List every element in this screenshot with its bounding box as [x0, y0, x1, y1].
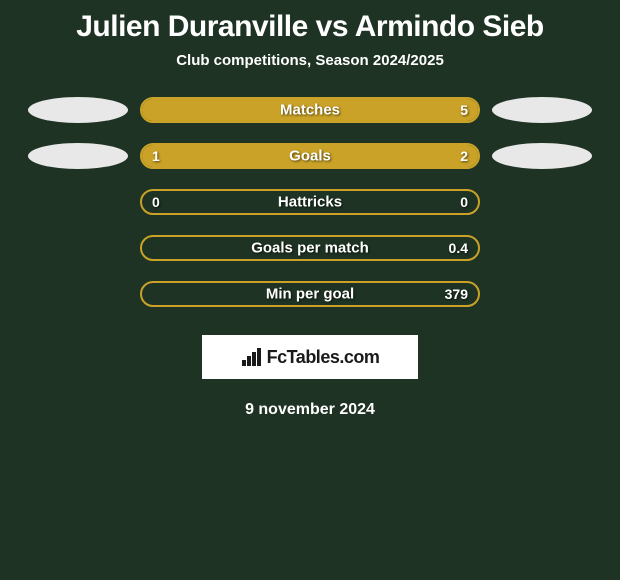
stat-label: Goals [142, 148, 478, 165]
stat-value-right: 5 [460, 102, 468, 118]
stat-bar: Min per goal379 [140, 281, 480, 307]
comparison-rows: Matches5 1Goals2 0Hattricks0 Goals per matc… [0, 97, 620, 307]
right-player-ellipse [492, 97, 592, 123]
logo-box: FcTables.com [202, 335, 418, 379]
stat-label: Min per goal [142, 286, 478, 303]
logo-text: FcTables.com [267, 347, 380, 368]
stat-value-right: 379 [445, 286, 468, 302]
stat-bar: Matches5 [140, 97, 480, 123]
page-title: Julien Duranville vs Armindo Sieb [0, 0, 620, 52]
comparison-row: Goals per match0.4 [10, 235, 610, 261]
stat-value-right: 0.4 [449, 240, 468, 256]
stat-bar: 0Hattricks0 [140, 189, 480, 215]
page-subtitle: Club competitions, Season 2024/2025 [0, 52, 620, 97]
stat-value-right: 0 [460, 194, 468, 210]
comparison-row: Min per goal379 [10, 281, 610, 307]
stat-value-right: 2 [460, 148, 468, 164]
stat-label: Matches [142, 102, 478, 119]
stat-label: Goals per match [142, 240, 478, 257]
right-player-ellipse [492, 143, 592, 169]
comparison-row: 0Hattricks0 [10, 189, 610, 215]
left-player-ellipse [28, 97, 128, 123]
stat-bar: Goals per match0.4 [140, 235, 480, 261]
comparison-row: Matches5 [10, 97, 610, 123]
stat-bar: 1Goals2 [140, 143, 480, 169]
stat-label: Hattricks [142, 194, 478, 211]
left-player-ellipse [28, 143, 128, 169]
logo-chart-icon [241, 348, 263, 366]
comparison-row: 1Goals2 [10, 143, 610, 169]
date-text: 9 november 2024 [0, 401, 620, 419]
